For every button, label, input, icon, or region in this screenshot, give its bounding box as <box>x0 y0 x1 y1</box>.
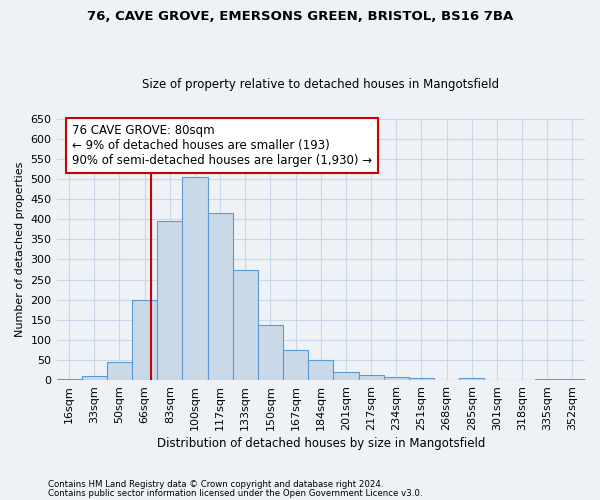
Text: Contains HM Land Registry data © Crown copyright and database right 2024.: Contains HM Land Registry data © Crown c… <box>48 480 383 489</box>
Bar <box>182 177 208 380</box>
X-axis label: Distribution of detached houses by size in Mangotsfield: Distribution of detached houses by size … <box>157 437 485 450</box>
Bar <box>308 360 334 380</box>
Bar <box>56 379 82 380</box>
Bar <box>283 350 308 380</box>
Text: 76, CAVE GROVE, EMERSONS GREEN, BRISTOL, BS16 7BA: 76, CAVE GROVE, EMERSONS GREEN, BRISTOL,… <box>87 10 513 23</box>
Y-axis label: Number of detached properties: Number of detached properties <box>15 162 25 337</box>
Text: 76 CAVE GROVE: 80sqm
← 9% of detached houses are smaller (193)
90% of semi-detac: 76 CAVE GROVE: 80sqm ← 9% of detached ho… <box>73 124 373 167</box>
Bar <box>383 377 409 380</box>
Bar <box>334 372 359 380</box>
Bar <box>132 300 157 380</box>
Bar <box>107 362 132 380</box>
Text: Contains public sector information licensed under the Open Government Licence v3: Contains public sector information licen… <box>48 490 422 498</box>
Bar <box>82 376 107 380</box>
Bar <box>459 378 484 380</box>
Bar <box>535 379 560 380</box>
Bar <box>157 221 182 380</box>
Bar <box>258 325 283 380</box>
Bar <box>409 378 434 380</box>
Bar <box>359 376 383 380</box>
Bar <box>208 213 233 380</box>
Title: Size of property relative to detached houses in Mangotsfield: Size of property relative to detached ho… <box>142 78 499 91</box>
Bar <box>233 270 258 380</box>
